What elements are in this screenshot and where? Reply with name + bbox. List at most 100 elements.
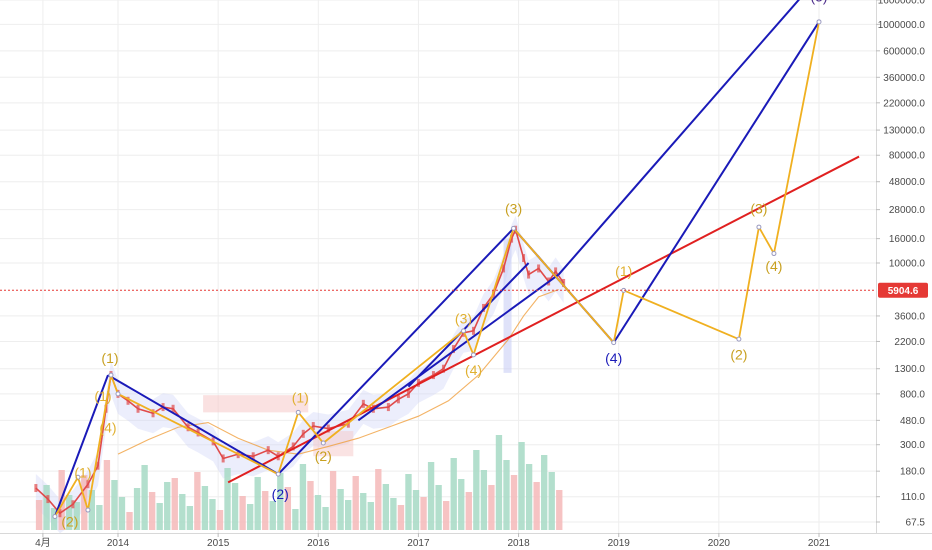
- price-candle: [291, 442, 295, 451]
- volume-bars: [35, 435, 563, 530]
- volume-bar: [329, 471, 337, 530]
- price-candle: [510, 234, 514, 243]
- current-price-label: 5904.6: [888, 286, 919, 297]
- price-candle: [71, 500, 75, 509]
- volume-bar: [299, 464, 307, 530]
- y-tick-label: 1300.0: [894, 364, 925, 375]
- wave-label: (1): [101, 350, 118, 366]
- price-candle: [326, 424, 330, 433]
- volume-bar: [133, 488, 141, 530]
- projection-node: [511, 225, 517, 231]
- volume-bar: [73, 502, 80, 530]
- y-tick-label: 300.0: [900, 440, 925, 451]
- channel-line: [357, 273, 560, 422]
- current-price-tag: [878, 282, 928, 298]
- volume-bar: [43, 485, 50, 530]
- price-candle: [502, 264, 506, 273]
- price-candle: [171, 404, 175, 413]
- price-candle: [58, 509, 62, 518]
- volume-bar: [50, 508, 58, 530]
- volume-bar: [322, 507, 329, 530]
- projection-node: [736, 336, 742, 342]
- volume-bar: [390, 498, 397, 530]
- volume-bar: [292, 509, 299, 530]
- wave-label: (1): [292, 389, 309, 405]
- channel-line: [107, 374, 279, 475]
- y-tick-label: 110.0: [901, 492, 926, 503]
- volume-bar: [352, 476, 359, 530]
- volume-bar: [246, 504, 254, 530]
- volume-bar: [186, 506, 194, 530]
- price-axis: 1600000.0 1000000.0 600000.0 360000.0 220000…: [876, 0, 925, 529]
- volume-bar: [216, 510, 224, 530]
- price-candle: [406, 389, 410, 398]
- projection-node: [320, 440, 326, 446]
- volume-bar: [194, 472, 201, 530]
- price-candle: [562, 278, 566, 287]
- wave-label: (1): [615, 263, 632, 279]
- channel-line: [407, 262, 530, 388]
- volume-bar: [118, 497, 126, 530]
- time-axis: 4月 2014 2015 2016 2017 2018 2019 2020 2021: [35, 533, 831, 549]
- price-candle: [527, 270, 531, 279]
- volume-bar: [164, 482, 171, 530]
- volume-bar: [443, 501, 450, 530]
- price-candle: [431, 371, 435, 380]
- volume-bar: [405, 474, 412, 530]
- ma-line: [117, 288, 559, 455]
- volume-bar: [412, 490, 420, 530]
- volume-bar: [458, 479, 465, 530]
- y-tick-label: 2200.0: [894, 337, 925, 348]
- channel-line: [53, 374, 109, 517]
- volume-bar: [96, 505, 103, 530]
- wave-label: (3): [505, 200, 522, 216]
- projection-node: [771, 251, 777, 257]
- volume-bar: [435, 485, 442, 530]
- volume-bar: [344, 500, 352, 530]
- volume-bar: [254, 477, 261, 530]
- volume-bar: [111, 480, 118, 530]
- y-tick-label: 1000000.0: [878, 20, 926, 31]
- wave-label: (3): [455, 311, 472, 327]
- projection-node: [115, 391, 121, 397]
- projection-node: [816, 19, 822, 25]
- wave-label: (4): [605, 350, 622, 366]
- x-tick-label: 2015: [207, 538, 230, 549]
- wave-label: (2): [61, 513, 78, 529]
- volume-bar: [473, 450, 480, 530]
- projection-node: [756, 224, 762, 230]
- wave-label: (2): [730, 347, 747, 363]
- projection-node: [611, 340, 617, 346]
- volume-bar: [81, 475, 88, 530]
- volume-bar: [465, 492, 472, 530]
- price-candle: [126, 396, 130, 405]
- price-candle: [537, 264, 541, 273]
- x-tick-label: 2017: [407, 538, 430, 549]
- projection-node: [75, 474, 81, 480]
- wave-label: (5): [810, 0, 827, 5]
- projection-node: [108, 372, 114, 378]
- price-candle: [196, 428, 200, 437]
- y-tick-label: 130000.0: [883, 126, 925, 137]
- volume-bar: [284, 487, 292, 530]
- x-tick-label: 2016: [307, 538, 330, 549]
- volume-bar: [88, 490, 95, 530]
- price-candle: [522, 254, 526, 263]
- y-tick-label: 800.0: [900, 389, 925, 400]
- price-candle: [34, 484, 38, 493]
- projection-node: [295, 409, 301, 415]
- cloud-band-spike: [503, 238, 512, 373]
- y-tick-label: 28000.0: [889, 205, 926, 216]
- wave-label: (2): [315, 448, 332, 464]
- price-candle: [136, 404, 140, 413]
- volume-bar: [518, 442, 525, 530]
- volume-bar: [510, 475, 518, 530]
- volume-bar: [156, 503, 163, 530]
- volume-bar: [503, 460, 510, 530]
- y-tick-label: 80000.0: [889, 151, 926, 162]
- volume-bar: [397, 505, 405, 530]
- volume-bar: [541, 455, 548, 530]
- x-tick-label: 2021: [808, 538, 831, 549]
